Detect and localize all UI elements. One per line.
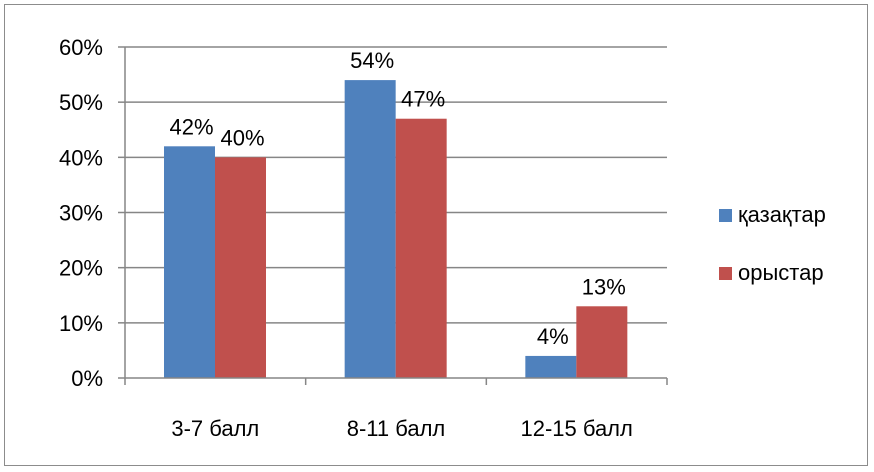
y-tick-label: 10%	[59, 311, 103, 336]
legend-label: қазақтар	[738, 202, 826, 227]
data-label: 47%	[401, 87, 445, 112]
data-label: 42%	[169, 114, 213, 139]
bar-chart: 0% 10% 20% 30% 40% 50% 60% 3-7 балл 8-11 балл 12-…	[59, 35, 826, 441]
y-tick-label: 60%	[59, 35, 103, 60]
bar-russians	[395, 118, 447, 378]
data-label: 4%	[537, 324, 569, 349]
y-tick-label: 40%	[59, 145, 103, 170]
legend-swatch	[719, 267, 732, 280]
y-tick-label: 30%	[59, 201, 103, 226]
legend-label: орыстар	[738, 260, 824, 285]
category-label: 12-15 балл	[520, 416, 632, 441]
category-label: 8-11 балл	[347, 416, 446, 441]
chart-frame: 0% 10% 20% 30% 40% 50% 60% 3-7 балл 8-11 балл 12-…	[4, 4, 868, 466]
bar-kazakhs	[344, 80, 396, 378]
bar-russians	[576, 306, 628, 378]
data-labels: 42% 54% 4% 40% 47% 13%	[169, 48, 625, 349]
axes: 0% 10% 20% 30% 40% 50% 60% 3-7 балл 8-11 балл 12-…	[59, 35, 668, 441]
category-label: 3-7 балл	[171, 416, 259, 441]
y-tick-label: 0%	[71, 366, 103, 391]
legend: қазақтар орыстар	[719, 202, 826, 285]
data-label: 13%	[582, 274, 626, 299]
data-label: 40%	[220, 125, 264, 150]
bar-kazakhs	[525, 355, 577, 378]
y-tick-label: 20%	[59, 256, 103, 281]
bars	[164, 80, 628, 378]
bar-kazakhs	[164, 146, 215, 378]
y-tick-label: 50%	[59, 90, 103, 115]
data-label: 54%	[350, 48, 394, 73]
legend-swatch	[719, 209, 732, 222]
bar-russians	[215, 157, 266, 378]
